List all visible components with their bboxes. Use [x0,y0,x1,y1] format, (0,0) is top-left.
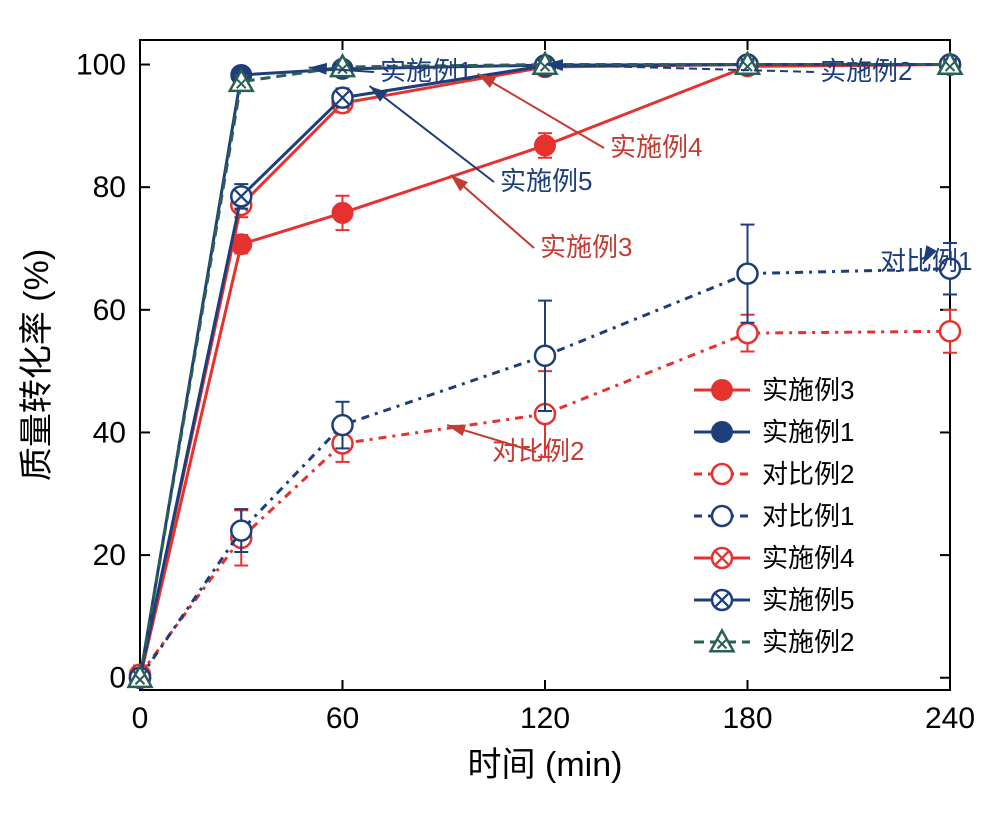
x-tick-label: 180 [722,702,772,735]
x-tick-label: 240 [925,702,975,735]
y-tick-label: 40 [93,416,126,449]
x-tick-label: 0 [132,702,149,735]
legend-label: 实施例2 [762,627,854,657]
legend-label: 实施例1 [762,417,854,447]
legend-label: 对比例1 [762,501,854,531]
y-tick-label: 20 [93,539,126,572]
annotation-label: 实施例5 [500,166,592,196]
legend-label: 实施例3 [762,375,854,405]
chart-container: 0 60 120 180 240 0 20 40 60 80 100 时间 (min) 质量转化率 (%… [0,0,1000,820]
y-tick-label: 60 [93,294,126,327]
legend-item: 实施例1 [694,417,854,447]
annotation-label: 实施例3 [540,232,632,262]
x-tick-label: 60 [326,702,359,735]
legend-label: 实施例5 [762,585,854,615]
legend-item: 实施例3 [694,375,854,405]
line-chart: 0 60 120 180 240 0 20 40 60 80 100 时间 (min) 质量转化率 (%… [0,0,1000,820]
x-axis-title: 时间 (min) [468,746,623,784]
legend-item: 实施例4 [694,543,854,573]
annotation-label: 实施例4 [610,132,702,162]
annotation-label: 实施例1 [380,56,472,86]
legend-item: 实施例5 [694,585,854,615]
x-tick-label: 120 [520,702,570,735]
legend-label: 对比例2 [762,459,854,489]
y-tick-label: 80 [93,171,126,204]
annotation-label: 实施例2 [820,56,912,86]
legend-label: 实施例4 [762,543,854,573]
legend-item: 对比例1 [694,501,854,531]
annotation-label: 对比例2 [492,436,584,466]
legend-item: 实施例2 [694,627,854,657]
legend-item: 对比例2 [694,459,854,489]
annotation-label: 对比例1 [880,246,972,276]
legend: 实施例3 实施例1 对比例2 对比例1 实施例4 实施例5 实施例2 [694,375,854,657]
y-axis-title: 质量转化率 (%) [18,249,56,481]
y-tick-label: 0 [109,662,126,695]
y-tick-label: 100 [76,49,126,82]
